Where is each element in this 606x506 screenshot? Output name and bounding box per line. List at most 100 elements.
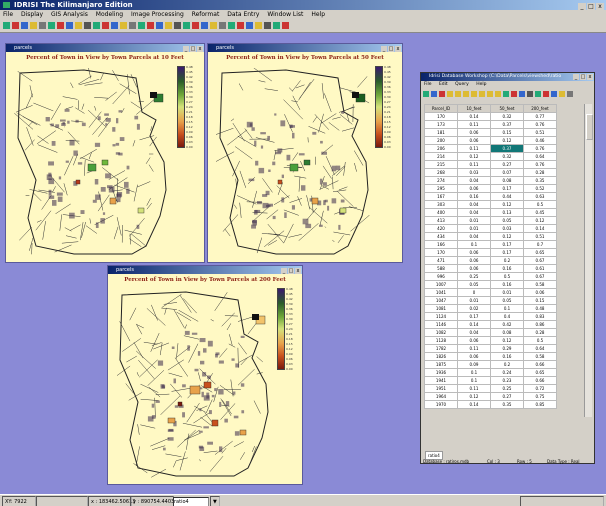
parcel-highlight[interactable] [239, 429, 247, 436]
table-row[interactable]: 471 0.06 0.2 0.67 [424, 256, 557, 265]
parcel-dark[interactable] [178, 404, 184, 408]
parcel-dark[interactable] [69, 139, 75, 146]
table-cell[interactable]: 0.86 [523, 320, 557, 329]
parcel-dark[interactable] [48, 178, 55, 185]
table-row[interactable]: 268 0.03 0.07 0.28 [424, 168, 557, 177]
table-cell[interactable]: 0.27 [490, 392, 524, 401]
toolbar-tool-icon[interactable] [192, 22, 199, 29]
table-cell[interactable]: 0.48 [523, 304, 557, 313]
table-cell[interactable]: 420 [424, 224, 458, 233]
column-header-50-feet[interactable]: 50_feet [490, 104, 524, 113]
table-row[interactable]: 1826 0.06 0.16 0.58 [424, 352, 557, 361]
table-cell[interactable]: 1964 [424, 392, 458, 401]
table-cell[interactable]: 0.65 [523, 248, 557, 257]
table-cell[interactable]: 0.11 [457, 160, 491, 169]
table-row[interactable]: 588 0.06 0.16 0.61 [424, 264, 557, 273]
parcel-dark[interactable] [100, 187, 106, 192]
toolbar-tool-icon[interactable] [183, 22, 190, 29]
parcel-dark[interactable] [241, 410, 245, 414]
parcel-dark[interactable] [124, 181, 129, 188]
table-cell[interactable]: 170 [424, 248, 458, 257]
parcel-dark[interactable] [255, 160, 259, 166]
parcel-dark[interactable] [105, 118, 111, 122]
parcel-dark[interactable] [331, 165, 337, 172]
parcel-dark[interactable] [202, 372, 207, 377]
table-cell[interactable]: 0.52 [523, 184, 557, 193]
parcel-dark[interactable] [94, 179, 99, 185]
parcel-dark[interactable] [232, 391, 236, 395]
table-cell[interactable]: 0.51 [523, 128, 557, 137]
parcel-dark[interactable] [272, 215, 276, 220]
maximize-button[interactable]: □ [288, 268, 294, 274]
table-cell[interactable]: 0.11 [457, 120, 491, 129]
maximize-button[interactable]: □ [388, 46, 394, 52]
table-cell[interactable]: 0.06 [457, 336, 491, 345]
parcel-dark[interactable] [251, 224, 256, 229]
map-window-10ft[interactable]: parcels _ □ x Percent of Town in View by T… [5, 43, 205, 263]
table-cell[interactable]: 295 [424, 184, 458, 193]
parcel-dark[interactable] [81, 122, 86, 127]
table-row[interactable]: 215 0.11 0.27 0.76 [424, 160, 557, 169]
parcel-dark[interactable] [218, 360, 224, 364]
parcel-dark[interactable] [163, 447, 166, 451]
parcel-dark[interactable] [157, 360, 164, 366]
parcel-dark[interactable] [105, 173, 112, 179]
close-button[interactable]: x [197, 46, 203, 52]
table-cell[interactable]: 1875 [424, 360, 458, 369]
table-cell[interactable]: 1936 [424, 368, 458, 377]
menu-file[interactable]: File [3, 11, 14, 18]
table-cell[interactable]: 0.12 [457, 152, 491, 161]
parcel-dark[interactable] [262, 202, 269, 209]
parcel-highlight[interactable] [311, 197, 319, 205]
parcel-dark[interactable] [105, 123, 108, 126]
parcel-dark[interactable] [108, 186, 115, 193]
parcel-dark-patch[interactable] [252, 314, 259, 320]
parcel-dark[interactable] [115, 142, 120, 146]
table-cell[interactable]: 0.12 [490, 232, 524, 241]
parcel-dark[interactable] [73, 181, 78, 186]
toolbar-tool-icon[interactable] [219, 22, 226, 29]
parcel-dark[interactable] [268, 169, 271, 173]
toolbar-tool-icon[interactable] [57, 22, 64, 29]
parcel-dark[interactable] [215, 352, 220, 356]
combo-dropdown-arrow[interactable]: ▼ [210, 496, 220, 506]
database-tool-icon[interactable] [535, 91, 541, 97]
toolbar-tool-icon[interactable] [93, 22, 100, 29]
table-cell[interactable]: 303 [424, 200, 458, 209]
table-row[interactable]: 1081 0.02 0.1 0.48 [424, 304, 557, 313]
table-cell[interactable]: 0.16 [457, 192, 491, 201]
table-cell[interactable]: 0.58 [523, 280, 557, 289]
table-row[interactable]: 1128 0.06 0.12 0.5 [424, 336, 557, 345]
parcel-dark[interactable] [200, 360, 205, 365]
parcel-dark[interactable] [160, 386, 165, 389]
toolbar-tool-icon[interactable] [174, 22, 181, 29]
table-cell[interactable]: 0.27 [490, 160, 524, 169]
database-tool-icon[interactable] [495, 91, 501, 97]
parcel-dark[interactable] [207, 441, 213, 445]
table-cell[interactable]: 0.42 [490, 320, 524, 329]
table-cell[interactable]: 0.06 [457, 256, 491, 265]
table-row[interactable]: 170 0.06 0.17 0.65 [424, 248, 557, 257]
table-cell[interactable]: 0.35 [490, 400, 524, 409]
toolbar-tool-icon[interactable] [48, 22, 55, 29]
parcel-dark[interactable] [201, 391, 204, 398]
parcel-dark[interactable] [235, 363, 240, 368]
parcel-dark[interactable] [51, 141, 56, 146]
table-cell[interactable]: 214 [424, 152, 458, 161]
parcel-dark[interactable] [65, 160, 69, 163]
table-cell[interactable]: 0.1 [490, 304, 524, 313]
toolbar-tool-icon[interactable] [201, 22, 208, 29]
table-cell[interactable]: 0.28 [523, 328, 557, 337]
parcel-dark[interactable] [286, 154, 291, 161]
table-cell[interactable]: 0.01 [457, 224, 491, 233]
parcel-dark[interactable] [67, 120, 70, 124]
table-cell[interactable]: 413 [424, 216, 458, 225]
parcel-dark[interactable] [199, 338, 206, 343]
table-row[interactable]: 1936 0.1 0.24 0.65 [424, 368, 557, 377]
parcel-dark[interactable] [58, 176, 62, 180]
parcel-dark[interactable] [324, 199, 328, 203]
table-row[interactable]: 206 0.11 0.37 0.76 [424, 144, 557, 153]
parcel-dark[interactable] [312, 131, 317, 135]
parcel-dark[interactable] [151, 415, 156, 419]
database-workshop-window[interactable]: Idrisi Database Workshop (C:\Data\Parcel… [420, 72, 595, 464]
